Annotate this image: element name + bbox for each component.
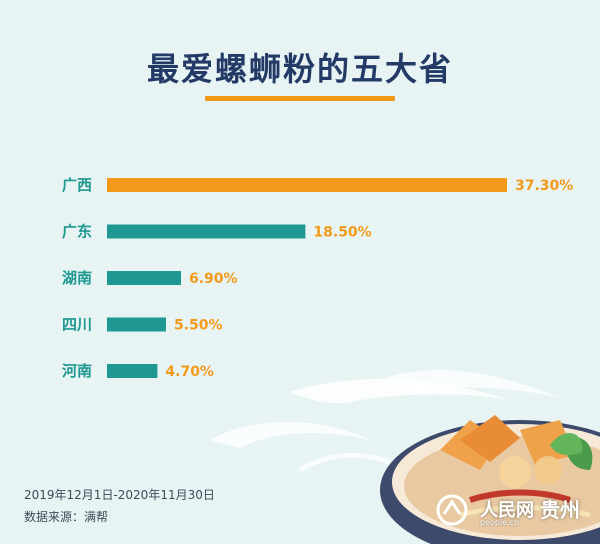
logo-city: 贵州 [540,498,580,522]
title-underline [205,96,395,101]
bar [107,178,507,192]
category-label: 河南 [62,362,92,380]
value-label: 6.90% [189,271,238,287]
date-range: 2019年12月1日-2020年11月30日 [24,488,215,502]
logo-brand-sub: people.cn [480,518,520,527]
bar [107,271,181,285]
value-label: 4.70% [165,364,214,380]
data-source: 数据来源：满帮 [24,510,109,524]
value-label: 37.30% [515,178,573,194]
bar [107,364,158,378]
category-label: 广西 [62,176,92,194]
value-label: 18.50% [313,225,371,241]
category-label: 四川 [62,316,92,334]
bar [107,224,306,239]
logo-brand: 人民网 [480,500,534,521]
value-label: 5.50% [174,318,223,334]
logo-icon [436,494,468,526]
category-label: 湖南 [62,269,92,287]
watermark-logo: 人民网 people.cn 贵州 [432,492,592,528]
page-title: 最爱螺蛳粉的五大省 [146,50,453,88]
bar [107,317,166,332]
category-label: 广东 [62,223,92,241]
